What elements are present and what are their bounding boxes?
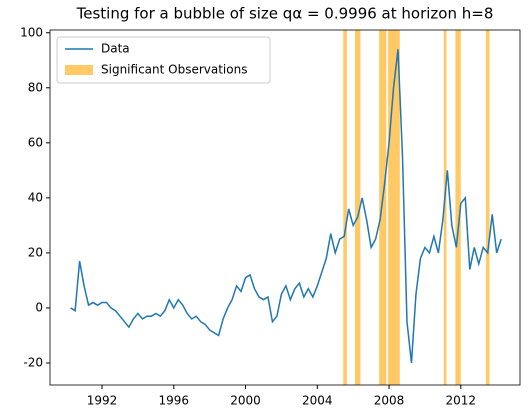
- y-tick-label: 40: [28, 190, 43, 204]
- y-tick-label: 80: [28, 80, 43, 94]
- significant-span: [485, 30, 490, 385]
- significant-span: [455, 30, 461, 385]
- x-tick-label: 2000: [230, 394, 261, 408]
- y-tick-label: 0: [35, 300, 43, 314]
- significant-span: [443, 30, 447, 385]
- legend-label: Data: [101, 42, 130, 56]
- chart-title: Testing for a bubble of size qα = 0.9996…: [76, 5, 494, 23]
- legend-label: Significant Observations: [101, 63, 247, 77]
- data-line: [70, 49, 502, 364]
- y-tick-label: -20: [23, 355, 43, 369]
- plot-frame: [49, 29, 521, 386]
- significant-span: [379, 30, 387, 385]
- significant-span: [354, 30, 361, 385]
- x-tick-label: 2012: [446, 394, 477, 408]
- x-tick-label: 2004: [302, 394, 333, 408]
- significant-span: [388, 30, 400, 385]
- x-tick-label: 1996: [159, 394, 190, 408]
- y-tick-label: 20: [28, 245, 43, 259]
- y-tick-label: 60: [28, 135, 43, 149]
- legend-patch: [65, 65, 93, 75]
- y-tick-label: 100: [20, 25, 43, 39]
- significant-span: [343, 30, 347, 385]
- legend-box: [56, 36, 271, 84]
- x-tick-label: 1992: [87, 394, 118, 408]
- x-tick-label: 2008: [374, 394, 405, 408]
